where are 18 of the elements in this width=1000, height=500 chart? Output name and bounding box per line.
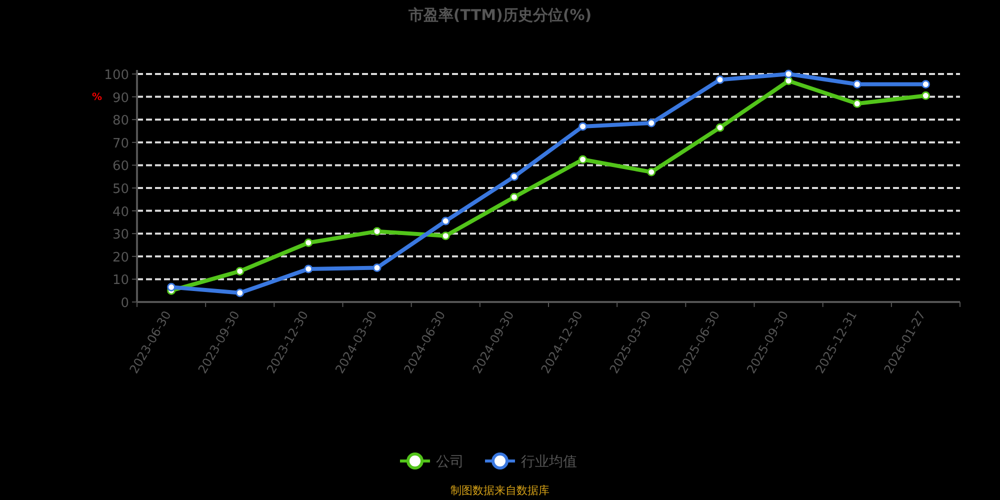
legend-label: 行业均值	[521, 454, 577, 470]
legend-行业均值: 行业均值	[485, 452, 577, 470]
y-tick-label: 40	[112, 204, 129, 220]
y-tick-label: 30	[112, 228, 129, 243]
y-tick-label: 50	[112, 182, 129, 197]
y-tick-label: 80	[112, 114, 129, 129]
legend-label: 公司	[436, 454, 464, 470]
y-tick-label: 60	[112, 159, 129, 174]
legend-公司: 公司	[400, 452, 464, 470]
y-tick-label: 70	[112, 136, 129, 152]
y-axis-title: %	[92, 92, 102, 103]
y-tick-label: 20	[112, 250, 129, 266]
y-tick-label: 10	[112, 273, 129, 288]
text: 制图数据来自数据库	[450, 484, 550, 497]
y-tick-label: 90	[112, 90, 129, 106]
chart-title: 市盈率(TTM)历史分位(%)	[407, 6, 592, 24]
y-tick-label: 0	[120, 296, 129, 311]
y-tick-label: 100	[104, 68, 129, 83]
